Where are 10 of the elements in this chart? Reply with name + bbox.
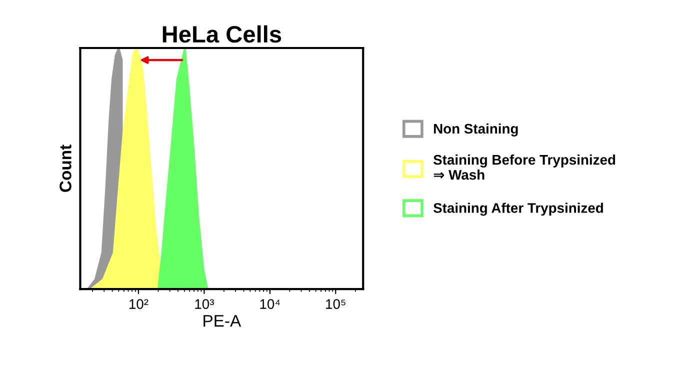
y-axis-title: Count [60,144,72,192]
x-tick-label: 10³ [195,299,214,309]
x-tick-label: 10⁴ [260,299,280,309]
legend-label: Non Staining [434,123,518,136]
legend-label: Staining Before Trypsinized ⇒ Wash [433,154,616,180]
legend-label: Staining After Trypsinized [433,202,603,216]
x-tick-label: 10² [129,299,148,309]
x-tick-label: 10⁵ [326,299,346,309]
chart-title: HeLa Cells [162,25,282,43]
x-axis-title: PE-A [204,315,242,327]
